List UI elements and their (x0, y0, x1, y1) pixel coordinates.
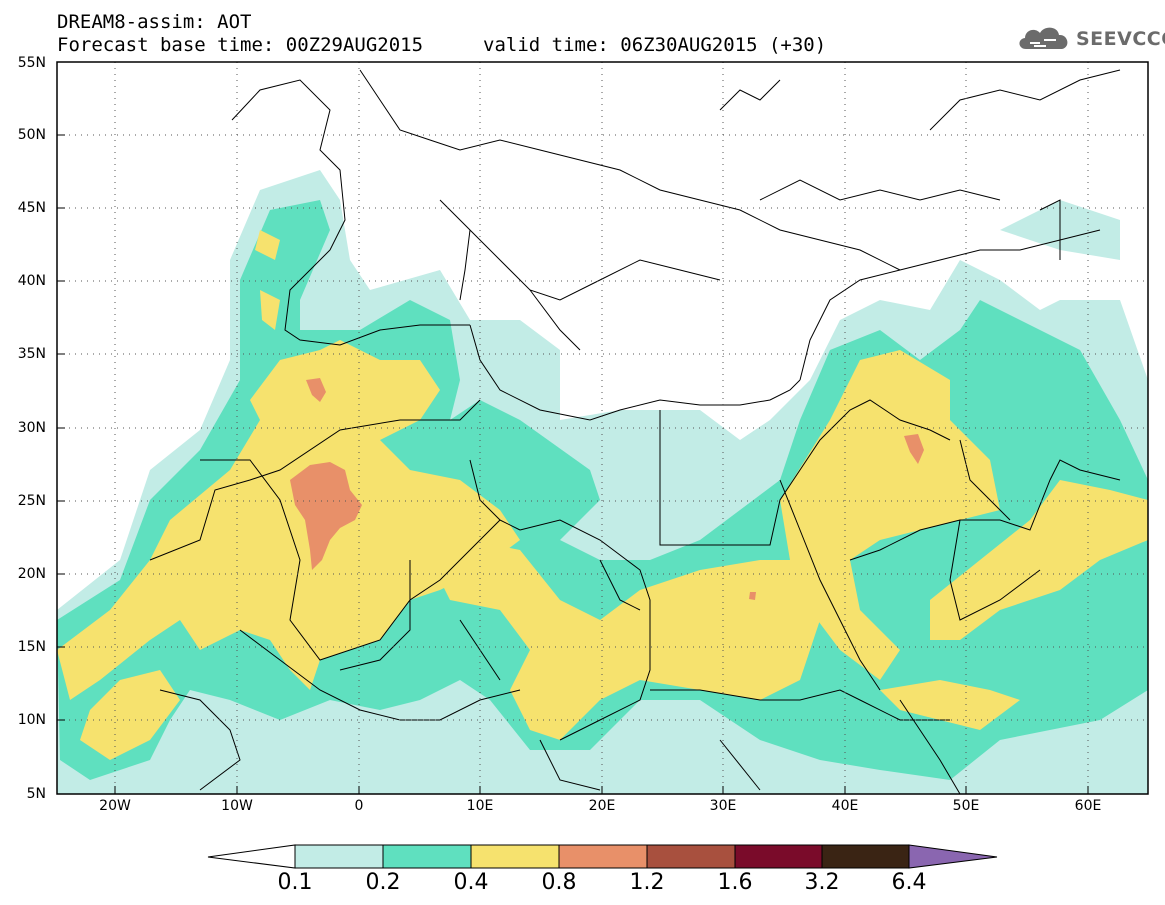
colorbar-label: 0.8 (541, 870, 577, 895)
colorbar-box-0.8 (558, 844, 648, 869)
lat-label: 10N (17, 712, 46, 728)
colorbar-label: 0.1 (277, 870, 313, 895)
aot-band-0.4 (57, 230, 1148, 760)
seevccc-logo: SEEVCCC (1016, 23, 1165, 53)
lat-label: 30N (17, 420, 46, 436)
aot-band-0.8 (290, 378, 924, 600)
country-boundaries (149, 69, 1121, 794)
lon-label: 60E (1074, 798, 1102, 814)
colorbar-under-triangle (207, 844, 296, 869)
colorbar-box-3.2 (821, 844, 910, 869)
lat-label: 55N (17, 55, 46, 71)
cloud-icon (1019, 27, 1068, 49)
lon-label: 40E (831, 798, 859, 814)
lat-label: 45N (17, 200, 46, 216)
base-time-label: Forecast base time: 00Z29AUG2015 (57, 34, 424, 56)
lat-label: 20N (17, 566, 46, 582)
lon-label: 20E (588, 798, 616, 814)
lon-label: 20W (99, 798, 131, 814)
colorbar-label: 3.2 (804, 870, 840, 895)
colorbar-label: 6.4 (891, 870, 927, 895)
lat-label: 5N (26, 786, 46, 802)
colorbar-label: 1.2 (629, 870, 665, 895)
colorbar-box-0.1 (294, 844, 384, 869)
lat-label: 25N (17, 493, 46, 509)
lon-label: 30E (709, 798, 737, 814)
logo-text: SEEVCCC (1076, 28, 1165, 50)
colorbar-label: 1.6 (717, 870, 753, 895)
chart-title: DREAM8-assim: AOT (57, 11, 252, 33)
colorbar-over-triangle (908, 844, 998, 869)
colorbar-box-0.4 (470, 844, 560, 869)
lon-label: 50E (952, 798, 980, 814)
colorbar-box-1.6 (734, 844, 823, 869)
lat-label: 15N (17, 639, 46, 655)
colorbar (207, 844, 998, 869)
colorbar-box-1.2 (646, 844, 736, 869)
grid-lines (57, 62, 1148, 794)
colorbar-label: 0.2 (365, 870, 401, 895)
lon-label: 0 (354, 798, 364, 814)
lat-label: 40N (17, 273, 46, 289)
colorbar-box-0.2 (382, 844, 472, 869)
lon-label: 10W (221, 798, 253, 814)
lat-label: 35N (17, 346, 46, 362)
colorbar-label: 0.4 (453, 870, 489, 895)
tick-marks (57, 134, 1089, 794)
valid-time-label: valid time: 06Z30AUG2015 (+30) (483, 34, 827, 56)
lat-label: 50N (17, 127, 46, 143)
lon-label: 10E (466, 798, 494, 814)
